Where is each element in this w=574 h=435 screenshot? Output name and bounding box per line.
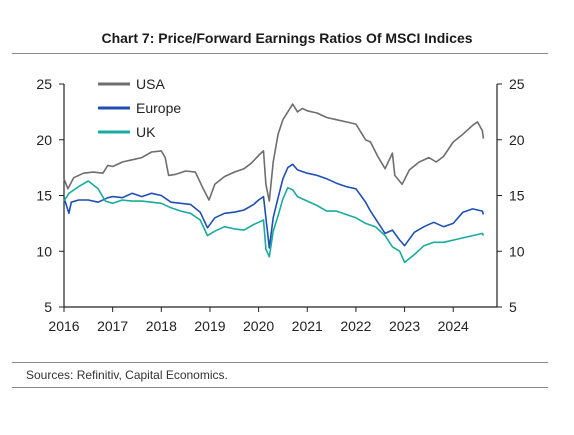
legend: USA Europe UK bbox=[98, 76, 181, 140]
x-tick-label: 2017 bbox=[97, 318, 128, 334]
series-lines bbox=[63, 103, 485, 264]
legend-label-europe: Europe bbox=[136, 100, 181, 116]
y-tick-label-left: 10 bbox=[36, 243, 52, 259]
legend-label-usa: USA bbox=[136, 76, 165, 92]
y-tick-label-left: 20 bbox=[36, 132, 52, 148]
legend-label-uk: UK bbox=[136, 124, 156, 140]
series-line-usa bbox=[63, 103, 485, 202]
x-tick-label: 2024 bbox=[438, 318, 469, 334]
chart-title: Chart 7: Price/Forward Earnings Ratios O… bbox=[101, 30, 473, 46]
y-tick-label-right: 5 bbox=[509, 299, 517, 315]
y-tick-label-right: 15 bbox=[509, 188, 525, 204]
y-tick-label-left: 25 bbox=[36, 76, 52, 92]
y-tick-label-right: 25 bbox=[509, 76, 525, 92]
source-rule-top bbox=[12, 362, 548, 363]
series-line-uk bbox=[63, 180, 485, 264]
x-tick-label: 2022 bbox=[340, 318, 371, 334]
x-tick-label: 2021 bbox=[292, 318, 323, 334]
x-tick-label: 2020 bbox=[243, 318, 274, 334]
x-tick-label: 2023 bbox=[389, 318, 420, 334]
source-rule-bottom bbox=[12, 387, 548, 388]
x-tick-label: 2018 bbox=[146, 318, 177, 334]
y-tick-label-right: 10 bbox=[509, 243, 525, 259]
y-tick-label-left: 15 bbox=[36, 188, 52, 204]
source-note: Sources: Refinitiv, Capital Economics. bbox=[26, 368, 228, 382]
x-tick-label: 2016 bbox=[48, 318, 79, 334]
x-tick-label: 2019 bbox=[194, 318, 225, 334]
y-tick-label-right: 20 bbox=[509, 132, 525, 148]
series-line-europe bbox=[63, 163, 485, 249]
y-tick-label-left: 5 bbox=[44, 299, 52, 315]
title-rule bbox=[12, 53, 548, 54]
